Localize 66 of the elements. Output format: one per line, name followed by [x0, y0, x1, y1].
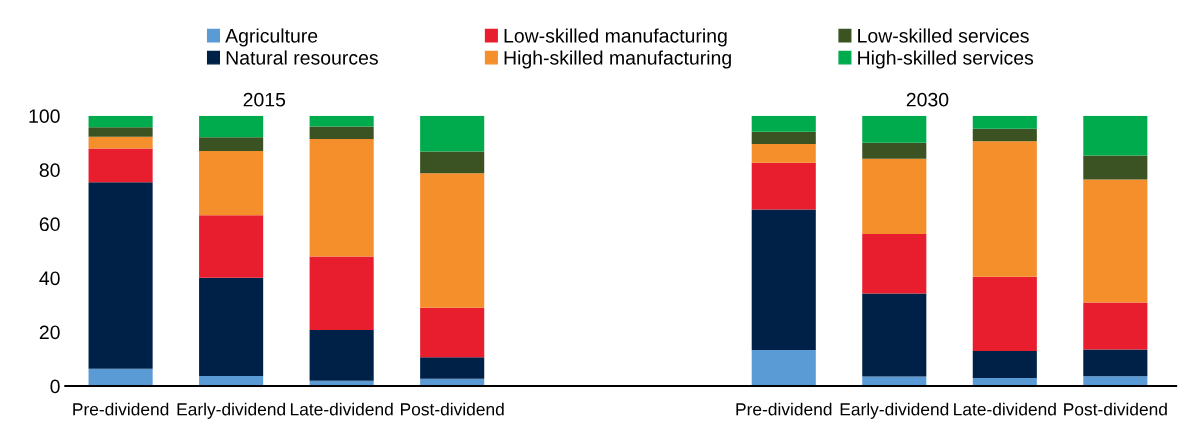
x-tick-label: Late-dividend	[954, 402, 1056, 416]
legend-label: Natural resources	[226, 50, 378, 65]
bar	[1083, 115, 1148, 156]
bar	[309, 115, 374, 127]
bar	[972, 115, 1037, 129]
bar	[972, 350, 1037, 378]
bar	[862, 233, 927, 294]
bar	[199, 115, 264, 138]
bar	[309, 330, 374, 381]
bar	[88, 115, 153, 128]
bar	[420, 173, 485, 308]
bar	[862, 115, 927, 143]
bar	[199, 376, 264, 387]
bar	[309, 139, 374, 257]
bar	[1083, 302, 1148, 350]
bar	[88, 368, 153, 387]
y-tick-label: 80	[39, 163, 60, 178]
bar	[862, 142, 927, 159]
bar	[199, 277, 264, 377]
bar	[88, 148, 153, 183]
bar	[420, 151, 485, 174]
bar	[199, 150, 264, 216]
bar	[972, 128, 1037, 142]
bar	[751, 350, 816, 387]
bar	[972, 141, 1037, 277]
bar	[309, 126, 374, 140]
bar	[420, 357, 485, 379]
bar	[88, 182, 153, 369]
legend-label: High-skilled manufacturing	[504, 50, 731, 69]
x-tick-label: Early-dividend	[177, 402, 286, 419]
legend-label: Agriculture	[225, 28, 318, 47]
x-tick-label: Late-dividend	[290, 402, 393, 416]
bar	[751, 209, 816, 351]
legend-label: High-skilled services	[858, 50, 1034, 69]
bar	[862, 293, 927, 377]
bar	[1083, 179, 1148, 303]
y-tick-label: 40	[39, 271, 60, 286]
bar	[309, 256, 374, 331]
bar	[199, 215, 264, 278]
y-tick-label: 20	[39, 325, 60, 340]
bar	[1083, 349, 1148, 377]
bar	[751, 131, 816, 144]
bar	[420, 307, 485, 358]
text: 2030	[906, 92, 949, 107]
y-tick-label: 60	[39, 217, 60, 232]
bar	[88, 136, 153, 149]
legend-label: Low-skilled manufacturing	[504, 28, 727, 47]
text: 2015	[243, 92, 286, 107]
bar	[751, 162, 816, 210]
bar	[420, 115, 485, 152]
bar	[199, 137, 264, 151]
x-tick-label: Early-dividend	[840, 402, 949, 419]
legend-label: Low-skilled services	[858, 28, 1029, 43]
bar	[751, 143, 816, 163]
bar	[862, 158, 927, 234]
bar	[1083, 376, 1148, 387]
bar	[1083, 155, 1148, 180]
bar	[88, 127, 153, 137]
x-tick-label: Pre-dividend	[736, 402, 832, 416]
y-tick-label: 100	[29, 109, 60, 124]
bar	[972, 276, 1037, 351]
y-tick-label: 0	[50, 379, 60, 394]
x-tick-label: Pre-dividend	[73, 402, 169, 416]
x-tick-label: Post-dividend	[1064, 402, 1167, 416]
bar	[751, 115, 816, 132]
x-tick-label: Post-dividend	[401, 402, 504, 416]
